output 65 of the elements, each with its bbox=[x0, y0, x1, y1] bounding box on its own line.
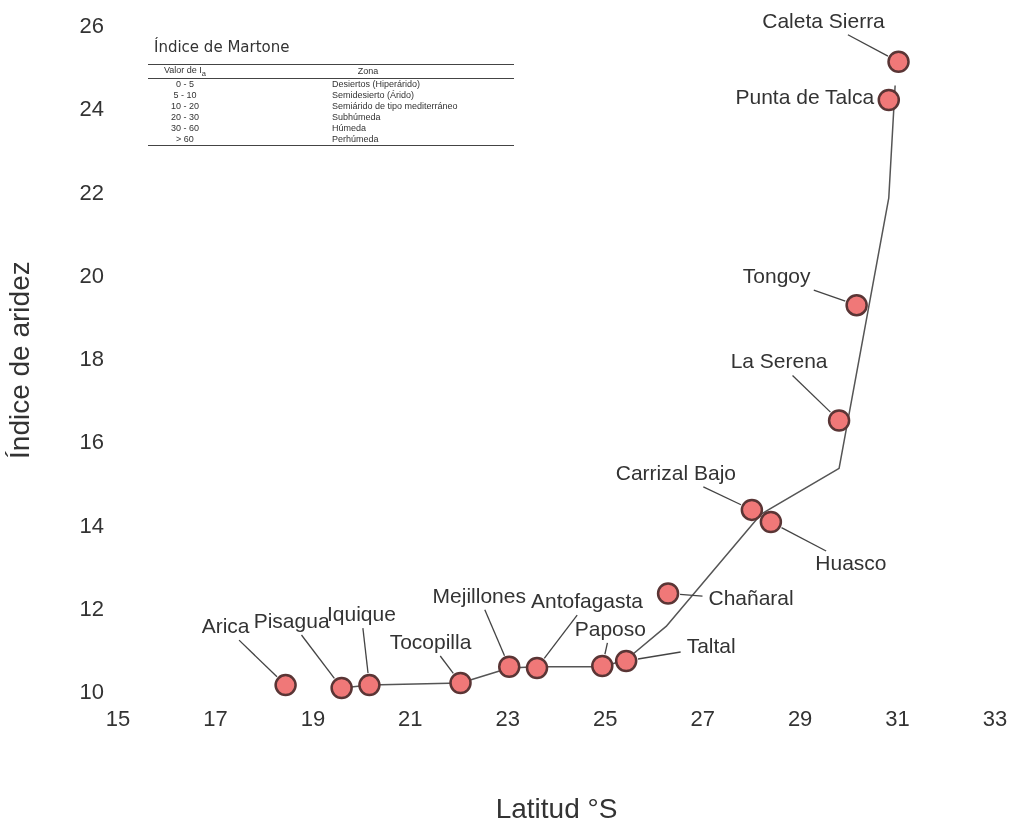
annotation: 20 - 30 bbox=[170, 111, 200, 123]
y-tick-label: 26 bbox=[79, 13, 104, 39]
point bbox=[591, 654, 614, 678]
annotation: Paposo bbox=[574, 616, 646, 640]
annotation: Caleta Sierra bbox=[762, 8, 886, 32]
annotation: Huasco bbox=[815, 550, 887, 574]
point bbox=[330, 676, 353, 700]
point bbox=[358, 673, 381, 697]
annotation: Semidesierto (Árido) bbox=[331, 89, 416, 101]
annotation: Semiárido de tipo mediterráneo bbox=[331, 100, 459, 112]
annotation: Mejillones bbox=[432, 583, 526, 607]
x-tick-label: 23 bbox=[495, 706, 521, 732]
annotation: La Serena bbox=[730, 349, 828, 373]
point bbox=[877, 88, 901, 112]
point bbox=[656, 582, 680, 605]
x-axis-title: Latitud °S bbox=[495, 792, 618, 824]
point bbox=[274, 673, 297, 697]
y-tick-label: 10 bbox=[79, 679, 104, 705]
x-tick-label: 15 bbox=[105, 706, 131, 732]
point bbox=[845, 293, 868, 317]
y-axis-title: Índice de aridez bbox=[3, 261, 35, 459]
annotation: Tocopilla bbox=[389, 629, 472, 653]
annotation: Pisagua bbox=[253, 608, 330, 632]
annotation: 0 - 5 bbox=[175, 78, 195, 90]
y-tick-label: 22 bbox=[79, 179, 104, 205]
annotation: Tongoy bbox=[742, 263, 811, 287]
point bbox=[740, 498, 764, 522]
x-tick-label: 29 bbox=[787, 706, 813, 732]
point bbox=[449, 671, 472, 695]
y-tick-label: 18 bbox=[79, 346, 104, 372]
annotation: 5 - 10 bbox=[172, 89, 198, 101]
point bbox=[887, 50, 910, 73]
annotation: > 60 bbox=[148, 133, 222, 146]
y-tick-label: 16 bbox=[79, 429, 104, 455]
annotation: Subhúmeda bbox=[331, 111, 382, 123]
x-tick-label: 31 bbox=[885, 706, 910, 732]
point bbox=[614, 649, 638, 673]
annotation: Perhúmeda bbox=[222, 133, 514, 146]
annotation: Índice de Martone bbox=[154, 38, 291, 56]
annotation: Chañaral bbox=[708, 586, 794, 610]
x-tick-label: 19 bbox=[300, 706, 326, 732]
x-tick-label: 33 bbox=[982, 706, 1008, 732]
annotation: Carrizal Bajo bbox=[615, 460, 736, 484]
annotation: Húmeda bbox=[331, 122, 368, 134]
annotation: Arica bbox=[201, 613, 250, 637]
annotation: Punta de Talca bbox=[735, 84, 875, 108]
y-tick-label: 12 bbox=[79, 595, 104, 621]
annotation: Desiertos (Hiperárido) bbox=[331, 78, 422, 90]
annotation: Taltal bbox=[686, 633, 736, 657]
point bbox=[759, 510, 783, 534]
annotation: Valor de I$_{a}$ bbox=[148, 64, 222, 79]
annotation: 10 - 20 bbox=[170, 100, 200, 112]
point bbox=[827, 409, 851, 432]
x-tick-label: 17 bbox=[203, 706, 228, 732]
annotation: 30 - 60 bbox=[170, 122, 200, 134]
x-tick-label: 25 bbox=[592, 706, 618, 732]
point bbox=[525, 656, 549, 680]
point bbox=[497, 655, 521, 679]
annotation: Zona bbox=[222, 64, 514, 79]
y-tick-label: 20 bbox=[79, 262, 104, 288]
x-tick-label: 27 bbox=[690, 706, 715, 732]
y-tick-label: 14 bbox=[79, 512, 104, 538]
y-tick-label: 24 bbox=[79, 96, 104, 122]
annotation: Antofagasta bbox=[530, 588, 644, 612]
x-tick-label: 21 bbox=[398, 706, 423, 732]
